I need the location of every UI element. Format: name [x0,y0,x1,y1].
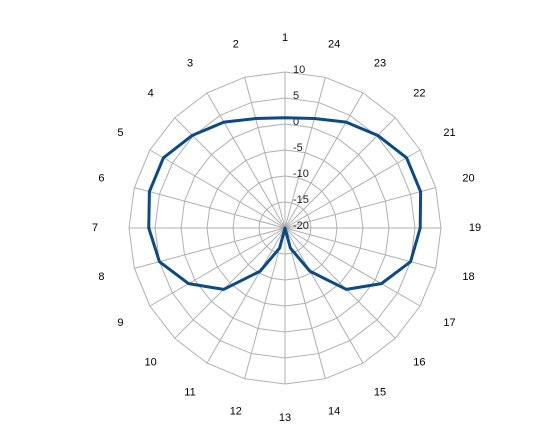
category-label: 11 [184,386,195,398]
category-label: 6 [98,173,104,185]
spoke [134,187,286,229]
category-label: 10 [145,356,157,368]
y-tick-label: -10 [293,168,309,180]
category-label: 3 [187,57,193,69]
category-label: 8 [98,271,104,283]
series-line [147,116,423,291]
y-tick-label: -5 [293,142,303,154]
category-label: 9 [117,317,123,329]
spoke [174,227,286,339]
spoke [206,227,286,364]
category-label: 12 [230,405,242,417]
category-label: 22 [413,88,425,100]
spoke [284,77,326,229]
spoke [206,92,286,229]
y-tick-label: -20 [293,220,309,232]
spoke [244,227,286,379]
category-label: 4 [148,88,154,100]
spoke [149,149,286,229]
category-label: 1 [282,32,288,44]
category-label: 13 [279,412,291,424]
category-label: 17 [443,317,455,329]
category-label: 18 [462,271,474,283]
spoke [149,227,286,307]
category-label: 19 [469,222,481,234]
category-label: 16 [413,356,425,368]
spoke [284,149,421,229]
category-label: 23 [374,57,386,69]
spoke [284,92,364,229]
spoke [244,77,286,229]
category-label: 5 [117,127,123,139]
spoke [284,227,396,339]
category-label: 20 [462,173,474,185]
y-tick-label: 0 [293,116,299,128]
category-label: 15 [374,386,386,398]
category-label: 14 [328,405,340,417]
category-label: 7 [92,222,98,234]
spoke [284,187,436,229]
spoke [284,227,364,364]
spoke [284,227,326,379]
y-tick-label: 10 [293,64,305,76]
spoke [174,117,286,229]
category-label: 2 [233,38,239,50]
category-label: 21 [443,127,455,139]
y-tick-label: -15 [293,194,309,206]
spoke [134,227,286,269]
spoke [284,227,421,307]
y-tick-label: 5 [293,90,299,102]
category-label: 24 [328,38,340,50]
